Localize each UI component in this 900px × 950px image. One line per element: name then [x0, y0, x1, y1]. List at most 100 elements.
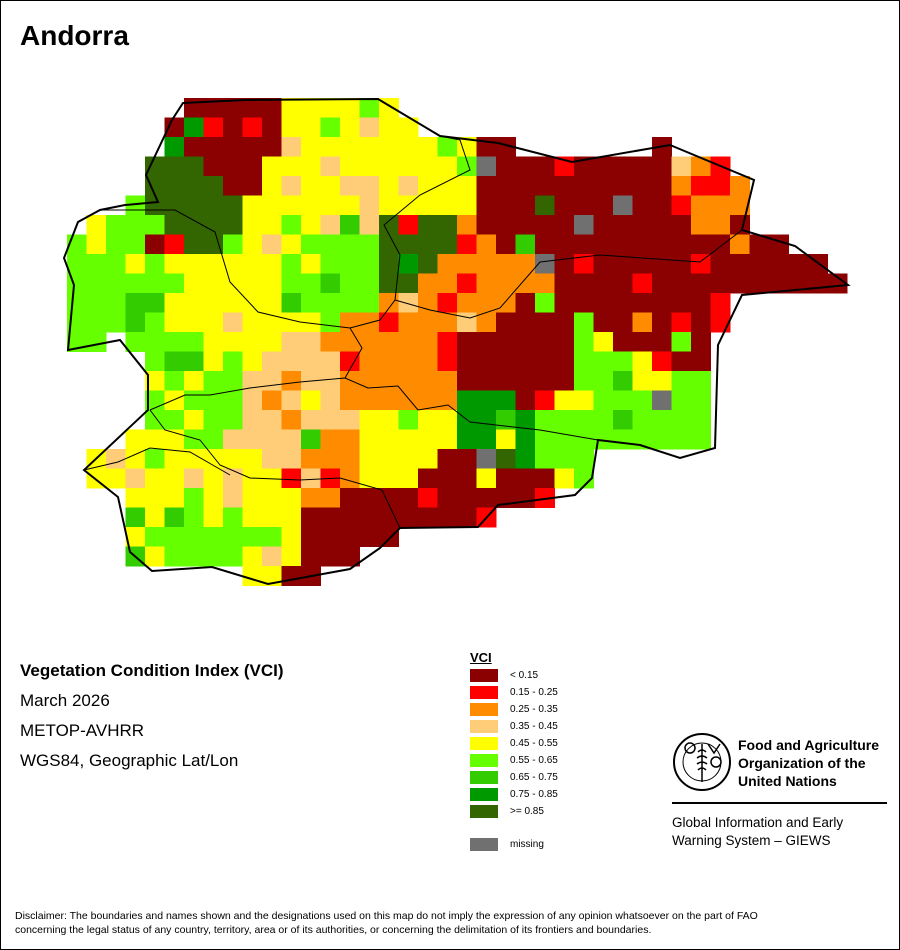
vci-cell — [184, 449, 204, 469]
vci-cell — [379, 156, 399, 177]
vci-cell — [437, 312, 458, 333]
index-name: Vegetation Condition Index (VCI) — [20, 661, 284, 680]
vci-cell — [262, 195, 282, 216]
vci-cell — [379, 527, 399, 547]
vci-cell — [320, 98, 341, 118]
vci-cell — [515, 429, 536, 450]
vci-cell — [340, 156, 360, 177]
vci-cell — [632, 234, 653, 255]
vci-cell — [164, 546, 185, 567]
vci-cell — [281, 507, 302, 528]
parish-boundary — [344, 377, 599, 441]
vci-cell — [457, 195, 477, 216]
vci-cell — [398, 351, 419, 372]
vci-cell — [632, 273, 653, 294]
vci-cell — [340, 351, 360, 372]
vci-cell — [301, 390, 321, 411]
vci-cell — [184, 351, 204, 372]
vci-cell — [652, 332, 672, 352]
vci-cell — [164, 332, 185, 352]
vci-cell — [496, 312, 516, 333]
vci-cell — [340, 371, 360, 391]
disclaimer: Disclaimer: The boundaries and names sho… — [15, 910, 758, 936]
vci-cell — [359, 390, 380, 411]
vci-cell — [398, 156, 419, 177]
vci-cell — [379, 410, 399, 430]
vci-cell — [203, 156, 224, 177]
vci-cell — [203, 215, 224, 235]
vci-cell — [223, 117, 243, 138]
vci-cell — [418, 371, 438, 391]
vci-cell — [320, 488, 341, 508]
vci-cell — [691, 312, 711, 333]
vci-cell — [320, 234, 341, 255]
vci-cell — [164, 117, 185, 138]
vci-cell — [281, 371, 302, 391]
vci-cell — [340, 488, 360, 508]
vci-cell — [242, 156, 263, 177]
vci-cell — [457, 371, 477, 391]
vci-cell — [691, 351, 711, 372]
vci-cell — [125, 507, 146, 528]
vci-cell — [496, 176, 516, 196]
vci-cell — [359, 410, 380, 430]
vci-cell — [554, 410, 575, 430]
legend-swatch — [470, 703, 498, 716]
vci-cell — [320, 312, 341, 333]
vci-cell — [359, 117, 380, 138]
vci-cell — [418, 449, 438, 469]
vci-cell — [476, 234, 497, 255]
vci-cell — [223, 390, 243, 411]
vci-cell — [86, 234, 107, 255]
vci-cell — [203, 527, 224, 547]
vci-cell — [301, 312, 321, 333]
legend-swatch — [470, 771, 498, 784]
vci-cell — [320, 176, 341, 196]
vci-cell — [359, 527, 380, 547]
vci-cell — [203, 507, 224, 528]
vci-cell — [418, 156, 438, 177]
vci-cell — [437, 390, 458, 411]
vci-cell — [476, 390, 497, 411]
vci-cell — [281, 293, 302, 313]
vci-cell — [613, 410, 633, 430]
vci-cell — [203, 254, 224, 274]
legend-swatch — [470, 754, 498, 767]
vci-cell — [418, 195, 438, 216]
vci-cell — [652, 293, 672, 313]
vci-cell — [457, 351, 477, 372]
vci-cell — [262, 371, 282, 391]
legend-item: >= 0.85 — [470, 803, 558, 820]
vci-cell — [613, 312, 633, 333]
legend: VCI < 0.15 0.15 - 0.25 0.25 - 0.35 0.35 … — [470, 650, 558, 853]
vci-cell — [281, 137, 302, 157]
vci-cell — [457, 234, 477, 255]
vci-cell — [379, 429, 399, 450]
vci-cell — [710, 254, 731, 274]
vci-cell — [359, 215, 380, 235]
vci-cell — [223, 429, 243, 450]
vci-cell — [476, 312, 497, 333]
vci-cell — [223, 234, 243, 255]
vci-cell — [125, 312, 146, 333]
vci-cell — [574, 215, 594, 235]
vci-cell — [125, 254, 146, 274]
vci-cell — [554, 429, 575, 450]
vci-cell — [437, 410, 458, 430]
vci-cell — [184, 156, 204, 177]
vci-cell — [164, 215, 185, 235]
vci-cell — [515, 351, 536, 372]
vci-cell — [223, 351, 243, 372]
vci-cell — [145, 527, 165, 547]
vci-cell — [359, 488, 380, 508]
vci-cell — [418, 215, 438, 235]
legend-label: 0.25 - 0.35 — [510, 704, 558, 715]
vci-cell — [437, 468, 458, 489]
vci-cell — [593, 312, 614, 333]
vci-cell — [203, 371, 224, 391]
vci-cell — [418, 390, 438, 411]
vci-cell — [86, 254, 107, 274]
vci-cell — [457, 507, 477, 528]
vci-cell — [535, 371, 555, 391]
vci-cell — [379, 351, 399, 372]
